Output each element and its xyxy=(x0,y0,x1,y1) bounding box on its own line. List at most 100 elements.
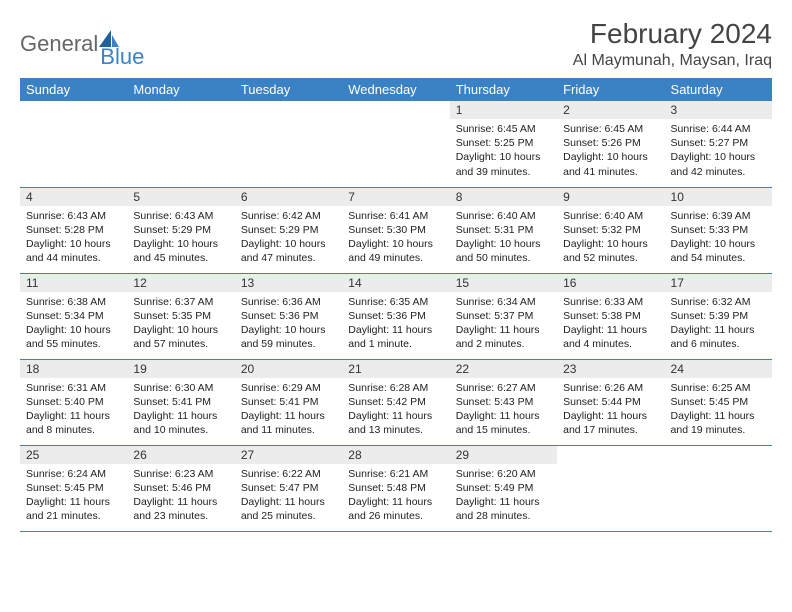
day-data-line: Sunset: 5:36 PM xyxy=(348,309,443,323)
day-number: 18 xyxy=(20,360,127,378)
calendar-cell: 25Sunrise: 6:24 AMSunset: 5:45 PMDayligh… xyxy=(20,445,127,531)
day-data: Sunrise: 6:42 AMSunset: 5:29 PMDaylight:… xyxy=(235,206,342,270)
day-data-line: Daylight: 10 hours xyxy=(671,237,766,251)
day-data: Sunrise: 6:21 AMSunset: 5:48 PMDaylight:… xyxy=(342,464,449,528)
day-data: Sunrise: 6:41 AMSunset: 5:30 PMDaylight:… xyxy=(342,206,449,270)
calendar-table: Sunday Monday Tuesday Wednesday Thursday… xyxy=(20,78,772,532)
day-data-line: Sunset: 5:25 PM xyxy=(456,136,551,150)
logo-text-general: General xyxy=(20,31,98,57)
day-data-line: and 19 minutes. xyxy=(671,423,766,437)
day-data-line: Sunrise: 6:21 AM xyxy=(348,467,443,481)
day-data-line: Sunset: 5:32 PM xyxy=(563,223,658,237)
day-data-line: Sunrise: 6:34 AM xyxy=(456,295,551,309)
day-data-line: Daylight: 11 hours xyxy=(456,409,551,423)
calendar-cell: 1Sunrise: 6:45 AMSunset: 5:25 PMDaylight… xyxy=(450,101,557,187)
day-number: 21 xyxy=(342,360,449,378)
calendar-cell: 13Sunrise: 6:36 AMSunset: 5:36 PMDayligh… xyxy=(235,273,342,359)
day-data: Sunrise: 6:28 AMSunset: 5:42 PMDaylight:… xyxy=(342,378,449,442)
day-data-line: Sunrise: 6:42 AM xyxy=(241,209,336,223)
day-number: 8 xyxy=(450,188,557,206)
day-data-line: and 6 minutes. xyxy=(671,337,766,351)
calendar-cell xyxy=(127,101,234,187)
day-number: 2 xyxy=(557,101,664,119)
day-data-line: Daylight: 10 hours xyxy=(26,237,121,251)
day-data-line: Sunset: 5:35 PM xyxy=(133,309,228,323)
day-data-line: Daylight: 10 hours xyxy=(241,237,336,251)
day-data-line: Sunrise: 6:43 AM xyxy=(133,209,228,223)
day-data-line: and 57 minutes. xyxy=(133,337,228,351)
calendar-cell: 14Sunrise: 6:35 AMSunset: 5:36 PMDayligh… xyxy=(342,273,449,359)
location: Al Maymunah, Maysan, Iraq xyxy=(573,52,772,70)
calendar-cell: 29Sunrise: 6:20 AMSunset: 5:49 PMDayligh… xyxy=(450,445,557,531)
day-data-line: Sunrise: 6:32 AM xyxy=(671,295,766,309)
day-number: 10 xyxy=(665,188,772,206)
day-data: Sunrise: 6:31 AMSunset: 5:40 PMDaylight:… xyxy=(20,378,127,442)
calendar-cell: 17Sunrise: 6:32 AMSunset: 5:39 PMDayligh… xyxy=(665,273,772,359)
day-data-line: Sunset: 5:40 PM xyxy=(26,395,121,409)
day-data-line: Sunset: 5:41 PM xyxy=(133,395,228,409)
day-data: Sunrise: 6:20 AMSunset: 5:49 PMDaylight:… xyxy=(450,464,557,528)
calendar-cell xyxy=(342,101,449,187)
day-data-line: Daylight: 10 hours xyxy=(456,150,551,164)
day-data-line: Sunset: 5:39 PM xyxy=(671,309,766,323)
day-data-line: Daylight: 11 hours xyxy=(133,409,228,423)
day-data: Sunrise: 6:37 AMSunset: 5:35 PMDaylight:… xyxy=(127,292,234,356)
day-data-line: Daylight: 11 hours xyxy=(671,409,766,423)
day-number: 28 xyxy=(342,446,449,464)
calendar-cell: 12Sunrise: 6:37 AMSunset: 5:35 PMDayligh… xyxy=(127,273,234,359)
day-number: 15 xyxy=(450,274,557,292)
day-data-line: and 17 minutes. xyxy=(563,423,658,437)
calendar-cell xyxy=(235,101,342,187)
calendar-cell: 4Sunrise: 6:43 AMSunset: 5:28 PMDaylight… xyxy=(20,187,127,273)
day-number: 13 xyxy=(235,274,342,292)
calendar-cell: 2Sunrise: 6:45 AMSunset: 5:26 PMDaylight… xyxy=(557,101,664,187)
day-data-line: and 23 minutes. xyxy=(133,509,228,523)
day-data-line: Daylight: 10 hours xyxy=(133,323,228,337)
day-number: 7 xyxy=(342,188,449,206)
day-data-line: Daylight: 10 hours xyxy=(26,323,121,337)
calendar-cell: 24Sunrise: 6:25 AMSunset: 5:45 PMDayligh… xyxy=(665,359,772,445)
day-data-line: Sunset: 5:34 PM xyxy=(26,309,121,323)
day-data-line: Sunset: 5:45 PM xyxy=(26,481,121,495)
day-data-line: and 1 minute. xyxy=(348,337,443,351)
day-data-line: Sunset: 5:43 PM xyxy=(456,395,551,409)
calendar-cell: 23Sunrise: 6:26 AMSunset: 5:44 PMDayligh… xyxy=(557,359,664,445)
day-data-line: Sunrise: 6:24 AM xyxy=(26,467,121,481)
calendar-cell xyxy=(665,445,772,531)
day-data: Sunrise: 6:44 AMSunset: 5:27 PMDaylight:… xyxy=(665,119,772,183)
day-data-line: Daylight: 11 hours xyxy=(241,409,336,423)
day-data-line: and 26 minutes. xyxy=(348,509,443,523)
day-number: 9 xyxy=(557,188,664,206)
day-number: 16 xyxy=(557,274,664,292)
day-data: Sunrise: 6:29 AMSunset: 5:41 PMDaylight:… xyxy=(235,378,342,442)
day-number: 23 xyxy=(557,360,664,378)
weekday-header: Friday xyxy=(557,78,664,101)
day-data-line: Sunrise: 6:35 AM xyxy=(348,295,443,309)
day-data: Sunrise: 6:22 AMSunset: 5:47 PMDaylight:… xyxy=(235,464,342,528)
day-number: 4 xyxy=(20,188,127,206)
logo: General Blue xyxy=(20,18,144,70)
day-data-line: and 49 minutes. xyxy=(348,251,443,265)
day-data-line: Sunset: 5:42 PM xyxy=(348,395,443,409)
calendar-week-row: 4Sunrise: 6:43 AMSunset: 5:28 PMDaylight… xyxy=(20,187,772,273)
weekday-header: Monday xyxy=(127,78,234,101)
calendar-cell: 8 Sunrise: 6:40 AMSunset: 5:31 PMDaylight… xyxy=(450,187,557,273)
day-data-line: Daylight: 11 hours xyxy=(563,409,658,423)
calendar-cell: 9Sunrise: 6:40 AMSunset: 5:32 PMDaylight… xyxy=(557,187,664,273)
calendar-cell: 16Sunrise: 6:33 AMSunset: 5:38 PMDayligh… xyxy=(557,273,664,359)
day-data-line: Sunset: 5:29 PM xyxy=(133,223,228,237)
day-data-line: and 11 minutes. xyxy=(241,423,336,437)
day-data-line: Sunrise: 6:29 AM xyxy=(241,381,336,395)
day-data-line: Sunset: 5:49 PM xyxy=(456,481,551,495)
day-data-line: and 41 minutes. xyxy=(563,165,658,179)
day-data-line: Sunrise: 6:40 AM xyxy=(456,209,551,223)
day-data-line: Sunset: 5:29 PM xyxy=(241,223,336,237)
day-data-line: Sunrise: 6:30 AM xyxy=(133,381,228,395)
day-data-line: and 59 minutes. xyxy=(241,337,336,351)
day-data-line: Daylight: 10 hours xyxy=(563,150,658,164)
calendar-cell xyxy=(20,101,127,187)
day-data-line: and 42 minutes. xyxy=(671,165,766,179)
day-data-line: Sunset: 5:31 PM xyxy=(456,223,551,237)
calendar-cell: 26Sunrise: 6:23 AMSunset: 5:46 PMDayligh… xyxy=(127,445,234,531)
day-data-line: Daylight: 10 hours xyxy=(456,237,551,251)
